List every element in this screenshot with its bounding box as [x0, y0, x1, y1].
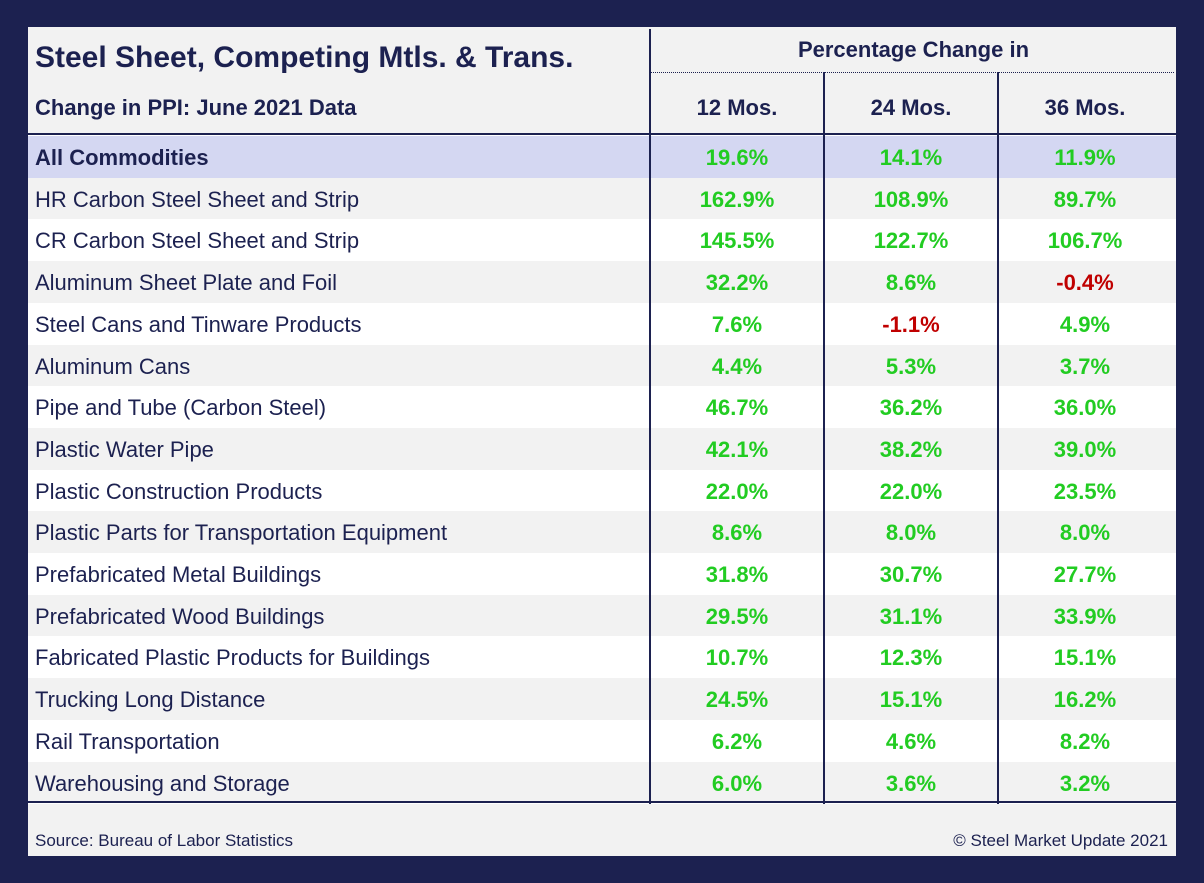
table-row: Aluminum Cans 4.4% 5.3% 3.7%: [28, 344, 1176, 387]
value-cell: 108.9%: [873, 186, 949, 212]
table-row: All Commodities 19.6% 14.1% 11.9%: [28, 136, 1176, 178]
column-divider-2: [823, 72, 825, 804]
value-cell: 4.9%: [1059, 311, 1111, 337]
column-divider-1: [649, 29, 651, 804]
table-row: CR Carbon Steel Sheet and Strip 145.5% 122…: [28, 219, 1176, 262]
value-cell: 15.1%: [1053, 645, 1117, 671]
row-label: Plastic Water Pipe: [35, 436, 214, 462]
value-cell: 36.2%: [879, 395, 943, 421]
header-bottom-rule: [28, 133, 1176, 135]
value-cell: 11.9%: [1054, 145, 1116, 170]
heading-divider: [651, 72, 1174, 73]
copyright-note: © Steel Market Update 2021: [953, 831, 1168, 850]
table-row: Aluminum Sheet Plate and Foil 32.2% 8.6% -0…: [28, 261, 1176, 303]
value-cell: 8.6%: [885, 270, 937, 296]
value-cell: 6.2%: [711, 728, 763, 754]
column-header-24-mos: 24 Mos.: [870, 95, 952, 120]
table-row: Rail Transportation 6.2% 4.6% 8.2%: [28, 719, 1176, 762]
value-cell: 29.5%: [705, 603, 769, 629]
row-label: Plastic Parts for Transportation Equipme…: [35, 520, 448, 546]
row-label: HR Carbon Steel Sheet and Strip: [35, 186, 360, 212]
value-cell: 36.0%: [1053, 395, 1117, 421]
value-cell: 46.7%: [705, 395, 769, 421]
row-label: Warehousing and Storage: [35, 770, 290, 796]
value-cell: 42.1%: [705, 436, 769, 462]
value-cell: 145.5%: [699, 228, 775, 254]
page-title: Steel Sheet, Competing Mtls. & Trans.: [35, 41, 574, 74]
value-cell: 15.1%: [879, 687, 943, 713]
table-footer: Source: Bureau of Labor Statistics © Ste…: [28, 804, 1176, 856]
value-cell: 10.7%: [705, 645, 769, 671]
value-cell: 39.0%: [1053, 436, 1117, 462]
value-cell: 3.7%: [1059, 353, 1111, 379]
value-cell: -1.1%: [882, 311, 940, 337]
table-row: Prefabricated Wood Buildings 29.5% 31.1% 33…: [28, 594, 1176, 637]
value-cell: 33.9%: [1053, 603, 1117, 629]
value-cell: 30.7%: [879, 562, 943, 587]
table-header: Steel Sheet, Competing Mtls. & Trans. Ch…: [28, 27, 1176, 135]
value-cell: 8.0%: [885, 520, 937, 546]
row-label: All Commodities: [35, 145, 209, 170]
column-header-36-mos: 36 Mos.: [1044, 95, 1126, 120]
value-cell: 31.1%: [879, 603, 943, 629]
table-row: Plastic Parts for Transportation Equipme…: [28, 511, 1176, 553]
column-header-12-mos: 12 Mos.: [696, 95, 778, 120]
table-row: Trucking Long Distance 24.5% 15.1% 16.2%: [28, 678, 1176, 720]
value-cell: -0.4%: [1056, 270, 1114, 296]
row-label: Prefabricated Wood Buildings: [35, 603, 325, 629]
value-cell: 31.8%: [705, 562, 769, 587]
value-cell: 4.4%: [711, 353, 763, 379]
value-cell: 8.0%: [1059, 520, 1111, 546]
table-row: Steel Cans and Tinware Products 7.6% -1.1%…: [28, 302, 1176, 345]
value-cell: 8.6%: [711, 520, 763, 546]
value-cell: 24.5%: [705, 687, 769, 713]
value-cell: 3.6%: [885, 770, 937, 796]
value-cell: 19.6%: [705, 145, 769, 170]
value-cell: 106.7%: [1047, 228, 1123, 254]
table-row: HR Carbon Steel Sheet and Strip 162.9% 108…: [28, 177, 1176, 220]
row-label: CR Carbon Steel Sheet and Strip: [35, 228, 360, 254]
value-cell: 32.2%: [705, 270, 769, 296]
table-panel: Steel Sheet, Competing Mtls. & Trans. Ch…: [28, 27, 1176, 856]
table-row: Prefabricated Metal Buildings 31.8% 30.7% 2…: [28, 553, 1176, 595]
row-label: Plastic Construction Products: [35, 478, 323, 504]
percentage-change-heading: Percentage Change in: [797, 37, 1030, 62]
page-subtitle: Change in PPI: June 2021 Data: [35, 95, 357, 120]
row-label: Fabricated Plastic Products for Building…: [35, 645, 430, 671]
table-row: Plastic Construction Products 22.0% 22.0% 2…: [28, 469, 1176, 512]
table-row: Pipe and Tube (Carbon Steel) 46.7% 36.2% 36…: [28, 386, 1176, 428]
value-cell: 5.3%: [885, 353, 937, 379]
value-cell: 6.0%: [711, 770, 763, 796]
value-cell: 23.5%: [1053, 478, 1117, 504]
value-cell: 162.9%: [699, 186, 775, 212]
value-cell: 89.7%: [1053, 186, 1117, 212]
row-label: Pipe and Tube (Carbon Steel): [35, 395, 327, 421]
row-label: Trucking Long Distance: [35, 687, 266, 713]
source-note: Source: Bureau of Labor Statistics: [35, 831, 293, 850]
value-cell: 7.6%: [711, 311, 763, 337]
row-label: Prefabricated Metal Buildings: [35, 562, 322, 587]
row-label: Aluminum Sheet Plate and Foil: [35, 270, 338, 296]
value-cell: 12.3%: [879, 645, 943, 671]
table-row: Warehousing and Storage 6.0% 3.6% 3.2%: [28, 761, 1176, 804]
value-cell: 14.1%: [879, 145, 943, 170]
value-cell: 3.2%: [1059, 770, 1111, 796]
table-row: Plastic Water Pipe 42.1% 38.2% 39.0%: [28, 427, 1176, 470]
value-cell: 122.7%: [873, 228, 949, 254]
value-cell: 22.0%: [705, 478, 769, 504]
value-cell: 8.2%: [1059, 728, 1111, 754]
row-label: Aluminum Cans: [35, 353, 191, 379]
row-label: Steel Cans and Tinware Products: [35, 311, 362, 337]
table-row: Fabricated Plastic Products for Building…: [28, 636, 1176, 679]
value-cell: 22.0%: [879, 478, 943, 504]
table-bottom-rule: [28, 801, 1176, 803]
value-cell: 4.6%: [885, 728, 937, 754]
value-cell: 16.2%: [1053, 687, 1117, 713]
column-divider-3: [997, 72, 999, 804]
value-cell: 27.7%: [1053, 562, 1117, 587]
value-cell: 38.2%: [879, 436, 943, 462]
row-label: Rail Transportation: [35, 728, 220, 754]
